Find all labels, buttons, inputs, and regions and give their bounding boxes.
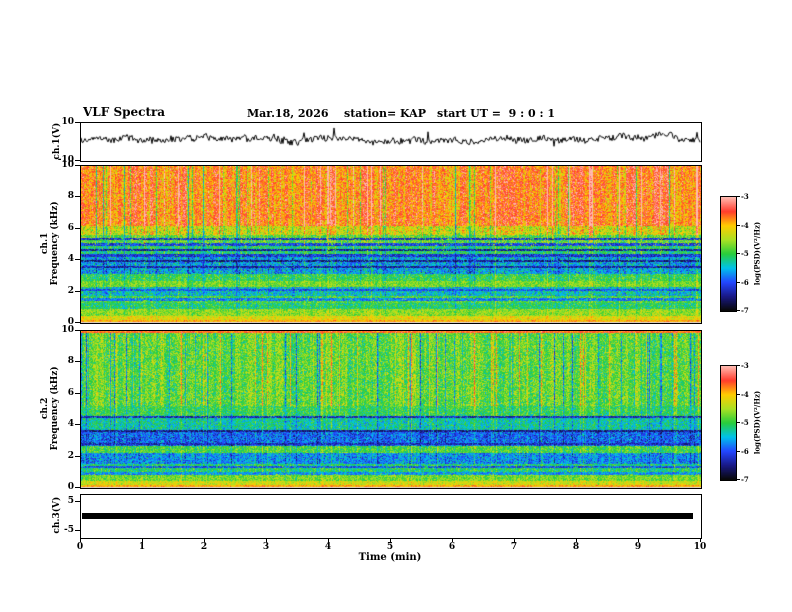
ch1-spec-y-tick-label: 0	[67, 317, 74, 327]
ch2-spec-y-tick-label: 8	[67, 356, 74, 367]
ch2-spec-y-tick-label: 6	[67, 387, 74, 398]
x-tick-mark	[142, 538, 143, 542]
ch1-spec-y-tick-mark	[75, 165, 80, 166]
x-tick-label: 2	[200, 542, 208, 552]
figure-title: VLF Spectra	[83, 105, 166, 119]
colorbar-tick-mark	[737, 224, 740, 226]
ch1-spec-y-tick-label: 6	[67, 222, 74, 233]
x-tick-label: 10	[693, 542, 707, 552]
x-tick-mark	[638, 538, 639, 542]
x-tick-mark	[576, 538, 577, 542]
ch1-waveform-canvas	[80, 122, 702, 162]
ch1-wave-y-tick-mark	[75, 160, 80, 161]
x-tick-label: 1	[138, 542, 146, 552]
ch2-spec-y-tick-label: 10	[61, 325, 74, 335]
colorbar-tick-label: -6	[741, 446, 749, 456]
x-tick-mark	[390, 538, 391, 542]
ch1-colorbar-canvas	[720, 196, 737, 312]
ch2-spec-y-tick-mark	[75, 455, 80, 457]
ch2-spec-y-tick-mark	[75, 361, 80, 363]
x-tick-mark	[514, 538, 515, 542]
colorbar-tick-mark	[737, 393, 740, 395]
ch1-wave-y-tick-label: 10	[61, 117, 74, 127]
colorbar-tick-label: -7	[741, 306, 749, 315]
ch3-y-tick-mark	[75, 530, 80, 532]
ch1-spec-y-tick-mark	[75, 227, 80, 229]
x-tick-label: 6	[448, 542, 456, 552]
x-tick-mark	[80, 538, 81, 542]
x-tick-label: 5	[386, 542, 394, 552]
x-tick-label: 4	[324, 542, 332, 552]
ch1-spectrogram-axis-label-line2: Frequency (kHz)	[50, 201, 61, 286]
time-axis-label: Time (min)	[358, 552, 422, 563]
ch1-spectrogram-canvas	[80, 165, 702, 324]
ch3-voltage-axis-label: ch.3(V)	[51, 496, 62, 534]
colorbar-tick-mark	[737, 281, 740, 283]
colorbar-tick-label: -5	[741, 418, 749, 427]
ch2-spectrogram-axis-label-line1: ch.2	[40, 397, 51, 420]
ch1-spec-y-tick-mark	[75, 290, 80, 292]
x-tick-label: 3	[262, 542, 270, 552]
ch2-spec-y-tick-label: 4	[67, 419, 74, 430]
ch1-wave-y-tick-label: -10	[57, 155, 74, 165]
colorbar-tick-label: -3	[741, 361, 749, 370]
ch1-spectrogram-axis-label-line1: ch.1	[40, 232, 51, 255]
colorbar-tick-label: -7	[741, 475, 749, 484]
colorbar-tick-label: -6	[741, 277, 749, 287]
x-tick-label: 9	[634, 542, 642, 552]
ch2-spectrogram-axis-label: ch.2 Frequency (kHz)	[40, 330, 61, 487]
x-tick-mark	[204, 538, 205, 542]
colorbar-tick-mark	[737, 479, 740, 480]
x-tick-mark	[266, 538, 267, 542]
x-tick-mark	[700, 538, 701, 542]
ch2-spec-y-tick-label: 2	[67, 450, 74, 461]
ch2-spec-y-tick-label: 0	[67, 482, 74, 492]
ch1-spec-y-tick-mark	[75, 322, 80, 323]
ch3-y-tick-mark	[75, 500, 80, 502]
ch1-spectrogram-axis-label: ch.1 Frequency (kHz)	[40, 165, 61, 322]
figure-date-label: Mar.18, 2026	[247, 107, 329, 120]
colorbar-tick-label: -5	[741, 249, 749, 258]
x-tick-label: 7	[510, 542, 518, 552]
x-tick-label: 0	[76, 542, 84, 552]
ch2-spec-y-tick-mark	[75, 330, 80, 331]
ch1-wave-y-tick-mark	[75, 122, 80, 123]
ch2-spectrogram-canvas	[80, 330, 702, 489]
ch3-waveform-panel	[80, 494, 702, 539]
ch1-spec-y-tick-label: 8	[67, 191, 74, 202]
colorbar-tick-mark	[737, 253, 740, 254]
ch2-spectrogram-axis-label-line2: Frequency (kHz)	[50, 366, 61, 451]
ch2-spec-y-tick-mark	[75, 392, 80, 394]
colorbar-tick-label: -4	[741, 220, 749, 230]
colorbar-tick-mark	[737, 196, 740, 197]
ch3-y-tick-label: 5	[67, 495, 74, 506]
ch1-spec-y-tick-mark	[75, 196, 80, 198]
ch1-spec-y-tick-label: 4	[67, 254, 74, 265]
ch1-spec-y-tick-label: 2	[67, 285, 74, 296]
colorbar-tick-label: -4	[741, 389, 749, 399]
ch1-spec-y-tick-mark	[75, 259, 80, 261]
colorbar-tick-mark	[737, 365, 740, 366]
ch3-y-tick-label: -5	[64, 525, 74, 536]
x-tick-mark	[328, 538, 329, 542]
ch1-spec-y-tick-label: 10	[61, 160, 74, 170]
ch2-spec-y-tick-mark	[75, 487, 80, 488]
colorbar-tick-mark	[737, 422, 740, 423]
start-ut-label: start UT = 9 : 0 : 1	[437, 107, 555, 120]
ch2-colorbar-canvas	[720, 365, 737, 481]
ch3-signal-bar	[82, 513, 693, 519]
colorbar-tick-mark	[737, 450, 740, 452]
colorbar-tick-mark	[737, 310, 740, 311]
ch2-spec-y-tick-mark	[75, 424, 80, 426]
x-tick-label: 8	[572, 542, 580, 552]
colorbar-tick-label: -3	[741, 192, 749, 201]
station-label: station= KAP	[344, 107, 426, 120]
x-tick-mark	[452, 538, 453, 542]
